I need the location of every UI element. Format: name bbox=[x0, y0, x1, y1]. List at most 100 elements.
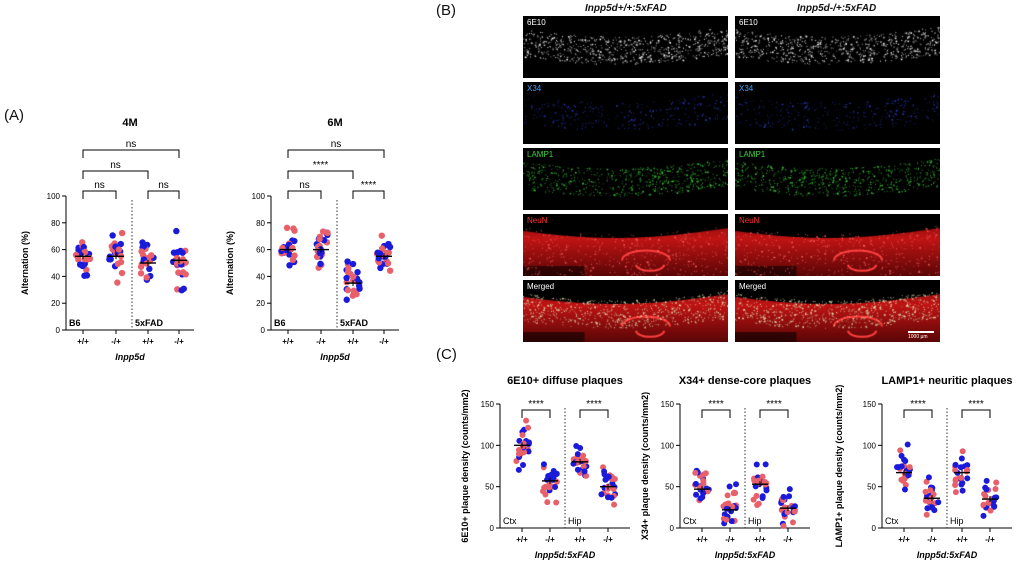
data-point bbox=[733, 481, 740, 488]
data-point bbox=[343, 296, 350, 303]
data-point bbox=[344, 258, 351, 265]
significance-label: **** bbox=[708, 399, 724, 410]
y-axis-label: 6E10+ plaque density (counts/mm2) bbox=[460, 389, 470, 542]
significance-bracket bbox=[82, 149, 180, 158]
y-tick-label: 100 bbox=[47, 192, 61, 201]
significance-bracket bbox=[82, 190, 117, 199]
data-point bbox=[959, 480, 966, 487]
data-point bbox=[759, 494, 766, 501]
data-point bbox=[345, 265, 352, 272]
x-axis-label: Inpp5d bbox=[320, 352, 350, 362]
significance-bracket bbox=[759, 409, 789, 418]
y-tick-label: 0 bbox=[56, 326, 61, 335]
data-point bbox=[520, 462, 527, 469]
scale-bar-label: 1000 μm bbox=[908, 334, 928, 340]
data-point bbox=[753, 461, 760, 468]
data-point bbox=[726, 483, 733, 490]
data-point bbox=[980, 512, 987, 519]
group-label: 5xFAD bbox=[135, 318, 164, 328]
alternation-6m-chart: 6M Alternation (%) 0 20 40 60 80 100 B6 5xFAD +/+ -… bbox=[225, 117, 399, 362]
data-point bbox=[343, 274, 350, 282]
data-point bbox=[546, 484, 553, 491]
group-label: B6 bbox=[274, 318, 286, 328]
data-point bbox=[118, 229, 126, 237]
data-point bbox=[922, 488, 929, 495]
y-tick-label: 150 bbox=[661, 400, 675, 409]
stain-label: 6E10 bbox=[739, 18, 758, 27]
data-point bbox=[344, 286, 352, 294]
data-point bbox=[138, 248, 145, 255]
group-label: Hip bbox=[568, 516, 582, 526]
data-point bbox=[781, 504, 788, 511]
data-point bbox=[143, 274, 150, 281]
y-tick-label: 150 bbox=[481, 400, 495, 409]
significance-label: **** bbox=[528, 399, 544, 410]
data-point bbox=[170, 249, 178, 256]
column-header-het: Inpp5d-/+:5xFAD bbox=[797, 3, 877, 14]
data-point bbox=[991, 503, 998, 510]
x-tick-label: +/+ bbox=[898, 535, 910, 544]
data-point bbox=[146, 265, 153, 273]
significance-bracket bbox=[287, 170, 354, 179]
x-tick-label: +/+ bbox=[142, 337, 154, 346]
data-point bbox=[906, 464, 913, 471]
data-point bbox=[525, 448, 532, 455]
data-point bbox=[286, 262, 293, 269]
data-point bbox=[902, 458, 909, 465]
stain-label: LAMP1 bbox=[739, 150, 766, 159]
data-point bbox=[980, 501, 987, 508]
data-point bbox=[924, 505, 931, 512]
data-point bbox=[83, 272, 91, 279]
data-point bbox=[354, 268, 361, 276]
data-point bbox=[958, 455, 965, 462]
data-point bbox=[516, 437, 523, 444]
significance-bracket bbox=[521, 409, 551, 418]
y-tick-label: 50 bbox=[867, 483, 876, 492]
data-point bbox=[317, 260, 324, 268]
y-tick-label: 20 bbox=[256, 299, 265, 308]
y-tick-label: 40 bbox=[51, 272, 60, 281]
data-point bbox=[904, 441, 911, 448]
x-axis-label: Inpp5d:5xFAD bbox=[535, 550, 596, 560]
data-point bbox=[693, 491, 700, 498]
significance-bracket bbox=[82, 170, 149, 179]
y-tick-label: 60 bbox=[256, 246, 265, 255]
significance-label: **** bbox=[586, 399, 602, 410]
data-point bbox=[114, 260, 122, 268]
group-label: Ctx bbox=[885, 516, 899, 526]
y-tick-label: 100 bbox=[863, 441, 877, 450]
data-point bbox=[525, 424, 532, 431]
x-tick-label: +/+ bbox=[696, 535, 708, 544]
alternation-4m-chart: 4M Alternation (%) 0 20 40 60 80 100 B6 5xFAD +/+ -… bbox=[20, 117, 194, 362]
significance-label: ns bbox=[158, 180, 169, 191]
data-point bbox=[581, 468, 588, 475]
data-point bbox=[725, 500, 732, 507]
data-point bbox=[81, 255, 89, 263]
x-tick-label: +/+ bbox=[77, 337, 89, 346]
significance-bracket bbox=[287, 190, 322, 199]
stain-label: Merged bbox=[527, 282, 555, 291]
data-point bbox=[552, 484, 559, 491]
data-point bbox=[386, 267, 394, 274]
significance-bracket bbox=[147, 190, 180, 199]
data-point bbox=[957, 464, 964, 471]
x-tick-label: -/+ bbox=[316, 337, 326, 346]
data-point bbox=[316, 249, 324, 257]
micrograph-white-wt: 6E10 bbox=[523, 16, 728, 78]
data-point bbox=[958, 474, 965, 481]
stain-label: Merged bbox=[739, 282, 767, 291]
x-axis-label: Inpp5d bbox=[115, 352, 145, 362]
stain-label: NeuN bbox=[527, 216, 548, 225]
scale-bar bbox=[908, 331, 934, 333]
chart-title: LAMP1+ neuritic plaques bbox=[881, 375, 1012, 387]
data-point bbox=[137, 263, 145, 270]
data-point bbox=[786, 486, 793, 493]
micrograph-green-het: LAMP1 bbox=[735, 148, 940, 210]
micrograph-blue-het: X34 bbox=[735, 82, 940, 144]
significance-label: ns bbox=[331, 139, 342, 150]
significance-label: ns bbox=[110, 160, 121, 171]
x-tick-label: +/+ bbox=[574, 535, 586, 544]
group-label: 5xFAD bbox=[340, 318, 369, 328]
micrograph-merged-wt: Merged bbox=[523, 280, 728, 342]
data-point bbox=[548, 471, 555, 478]
